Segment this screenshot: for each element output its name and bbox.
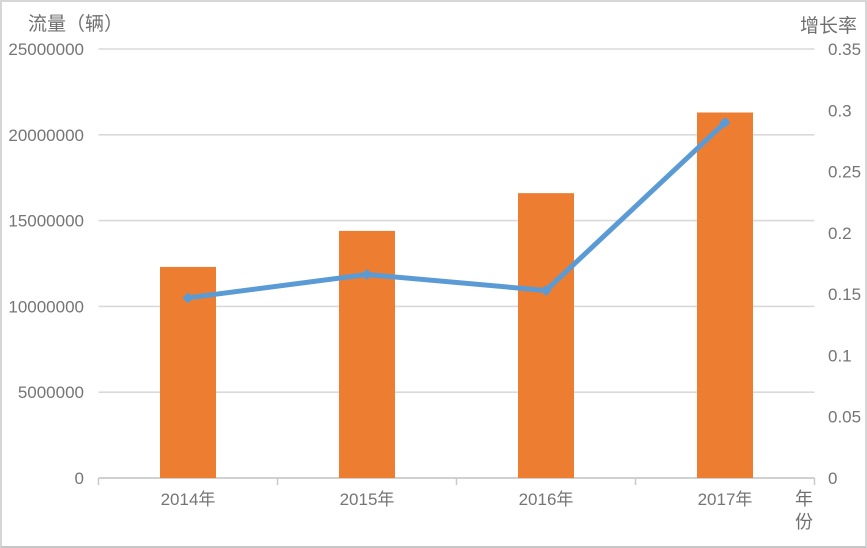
right-axis-tick-label: 0.2 (828, 224, 852, 243)
line-marker (719, 117, 731, 129)
right-axis-tick-label: 0.35 (828, 40, 861, 59)
right-axis-tick-label: 0.25 (828, 163, 861, 182)
right-axis-tick-label: 0.3 (828, 101, 852, 120)
growth-rate-line (185, 120, 728, 301)
right-axis-tick-label: 0.05 (828, 408, 861, 427)
x-axis-category-label: 2016年 (519, 490, 574, 509)
left-axis-tick-label: 15000000 (8, 212, 84, 231)
left-axis-tick-label: 5000000 (18, 383, 84, 402)
left-axis-tick-label: 20000000 (8, 126, 84, 145)
x-axis-category-label: 2017年 (698, 490, 753, 509)
traffic-bar (518, 193, 574, 479)
traffic-bar (697, 112, 753, 478)
x-axis-title: 年份 (795, 489, 813, 532)
line-marker (540, 284, 552, 296)
right-axis-tick-label: 0.1 (828, 346, 852, 365)
x-axis-category-label: 2015年 (340, 490, 395, 509)
left-axis-tick-label: 0 (75, 469, 84, 488)
right-axis-title: 增长率 (799, 16, 857, 37)
left-axis-title: 流量（辆） (28, 14, 124, 35)
traffic-bar (339, 230, 395, 478)
right-axis-tick-label: 0.15 (828, 285, 861, 304)
left-axis-tick-label: 25000000 (8, 40, 84, 59)
line-marker (182, 292, 194, 304)
x-axis-category-label: 2014年 (161, 490, 216, 509)
left-axis-tick-label: 10000000 (8, 297, 84, 316)
right-axis-tick-label: 0 (828, 469, 837, 488)
line-marker (361, 269, 373, 281)
